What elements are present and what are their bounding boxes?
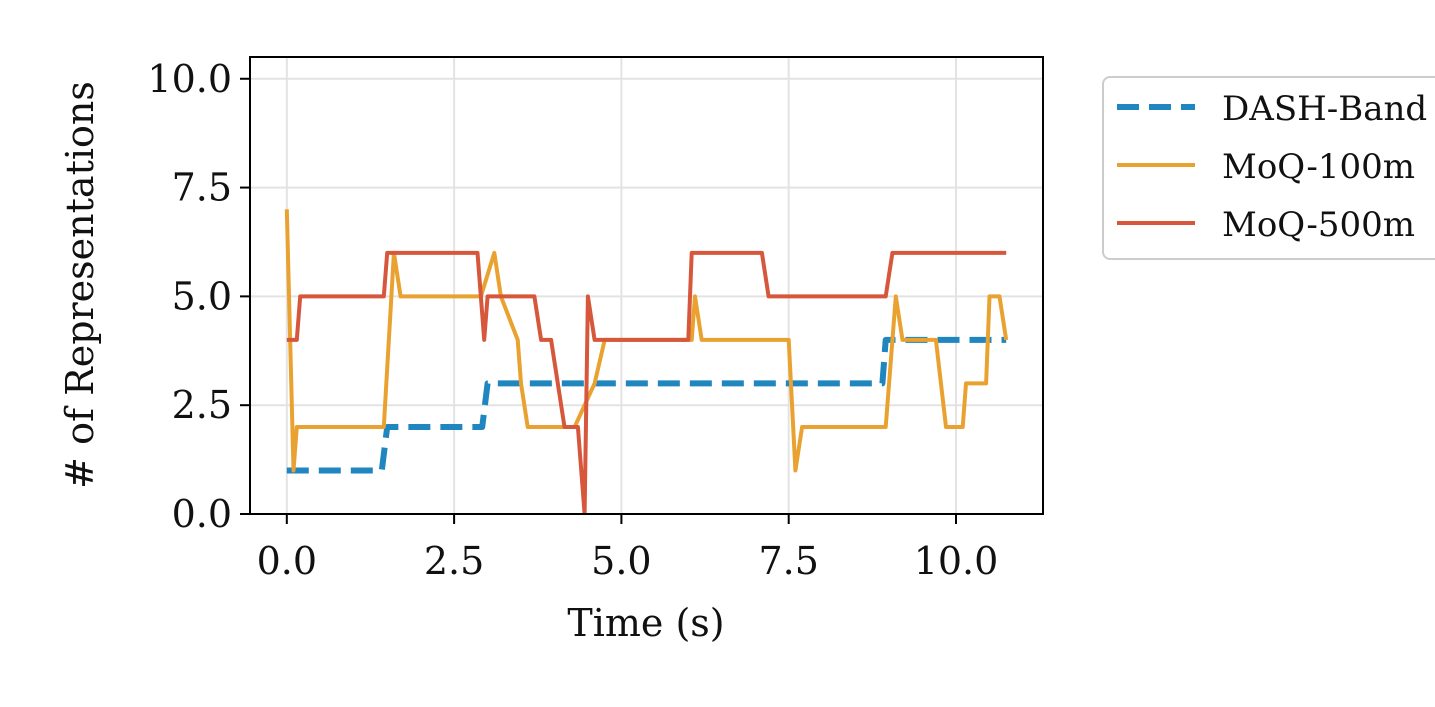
legend-frame [1102,76,1435,260]
legend: DASH-Band MoQ-100m MoQ-500m [1102,76,1435,260]
x-axis: 0.0 2.5 5.0 7.5 10.0 [257,514,999,583]
legend-label-2: MoQ-500m [1222,205,1415,245]
plot-frame [249,56,1044,515]
legend-label-0: DASH-Band [1222,89,1427,129]
y-axis-label: # of Representations [58,81,102,489]
y-tick-label: 10.0 [147,57,232,101]
x-tick-label: 2.5 [424,539,484,583]
y-tick-label: 2.5 [172,383,232,427]
y-tick-label: 0.0 [172,492,232,536]
grid [250,57,1043,515]
y-tick-label: 7.5 [172,166,232,210]
series-line-0 [286,336,1007,474]
series-line-2 [286,250,1007,514]
y-axis: 0.0 2.5 5.0 7.5 10.0 [147,57,250,536]
legend-label-1: MoQ-100m [1222,147,1415,187]
series-layer [284,209,1009,514]
x-tick-label: 7.5 [758,539,818,583]
x-tick-label: 5.0 [591,539,651,583]
x-tick-label: 10.0 [914,539,999,583]
x-tick-label: 0.0 [257,539,317,583]
y-tick-label: 5.0 [172,274,232,318]
x-axis-label: Time (s) [567,601,724,645]
series-line-1 [284,209,1009,473]
